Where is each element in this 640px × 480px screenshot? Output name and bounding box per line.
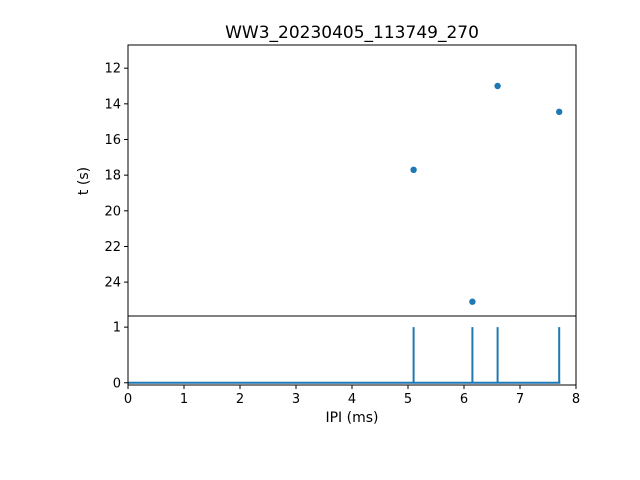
x-tick-label: 5 xyxy=(404,392,412,407)
x-tick-label: 0 xyxy=(124,392,132,407)
scatter-point xyxy=(494,82,501,90)
y-tick-label: 1 xyxy=(113,321,121,336)
y-tick-label: 16 xyxy=(104,133,121,148)
y-tick-label: 20 xyxy=(104,204,121,219)
x-tick-label: 8 xyxy=(572,392,580,407)
x-tick-label: 3 xyxy=(292,392,300,407)
x-axis-label: IPI (ms) xyxy=(325,410,378,426)
bottom-axes xyxy=(127,315,577,386)
y-tick-label: 12 xyxy=(104,62,121,77)
plot-title: WW3_20230405_113749_270 xyxy=(225,23,479,43)
x-tick-label: 1 xyxy=(180,392,188,407)
scatter-points xyxy=(410,82,563,305)
y-tick-label: 22 xyxy=(104,240,121,255)
x-tick-label: 4 xyxy=(348,392,356,407)
stem-lines xyxy=(412,327,561,383)
scatter-point xyxy=(410,166,417,174)
top-axes xyxy=(127,44,577,317)
y-tick-label: 18 xyxy=(104,169,121,184)
y-axis-label: t (s) xyxy=(76,167,92,195)
scatter-point xyxy=(556,108,563,116)
x-tick-label: 6 xyxy=(460,392,468,407)
y-tick-label: 0 xyxy=(113,376,121,391)
scatter-point xyxy=(469,298,476,305)
x-tick-label: 2 xyxy=(236,392,244,407)
y-tick-label: 24 xyxy=(104,276,121,291)
x-tick-label: 7 xyxy=(516,392,524,407)
y-tick-label: 14 xyxy=(104,97,121,112)
